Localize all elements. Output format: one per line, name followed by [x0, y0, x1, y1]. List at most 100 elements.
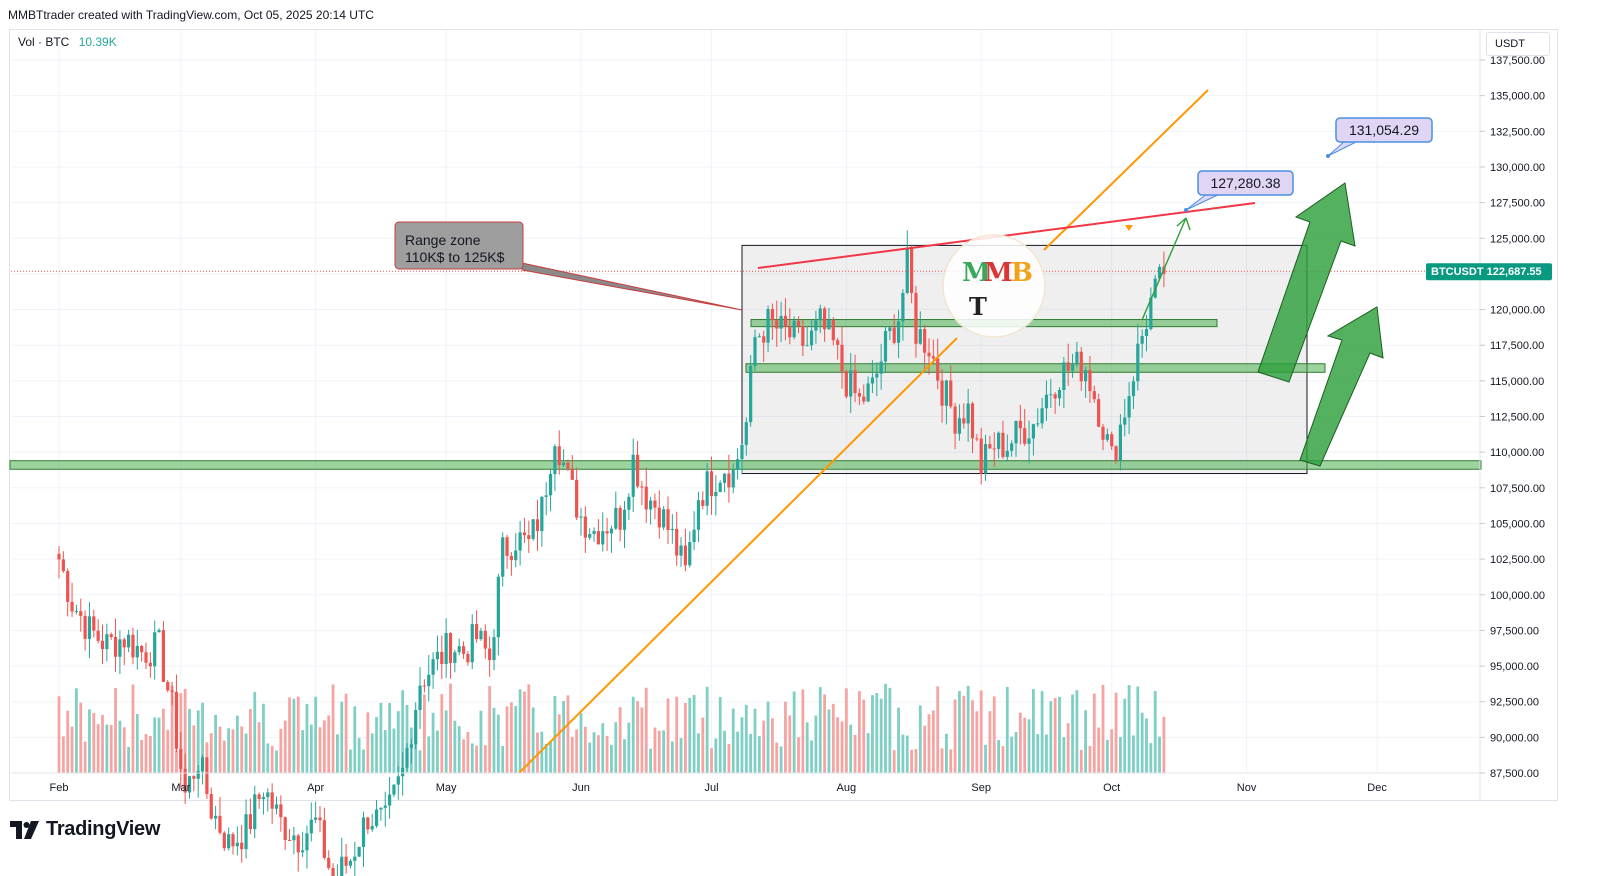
candle-body	[635, 454, 640, 487]
trendline-extension	[1043, 89, 1209, 251]
candle-body	[1027, 438, 1031, 444]
volume-bar	[692, 694, 696, 773]
range-zone-line2: 110K$ to 125K$	[405, 249, 505, 265]
volume-bar	[475, 745, 478, 773]
volume-bar	[579, 713, 583, 773]
volume-bar	[462, 739, 465, 773]
volume-bar	[1045, 734, 1048, 773]
volume-bar	[844, 688, 848, 773]
candle-body	[1044, 394, 1049, 409]
candle-body	[274, 804, 279, 809]
volume-bar	[327, 715, 331, 773]
tradingview-logo[interactable]: TradingView	[10, 818, 160, 841]
volume-bar	[945, 733, 948, 773]
volume-bar	[936, 686, 940, 773]
time-tick-label: Jul	[704, 782, 718, 794]
candle-body	[292, 835, 296, 841]
candle-body	[353, 856, 357, 861]
last-price-label: BTCUSDT 122,687.55	[1431, 266, 1542, 278]
volume-bar	[249, 708, 252, 773]
candle-body	[583, 516, 587, 538]
price-axis: 137,500.00 135,000.00 132,500.00 130,000.00…	[1479, 30, 1545, 800]
volume-bar	[1001, 746, 1005, 773]
candle-body	[1049, 394, 1053, 396]
price-tick-label: 125,000.00	[1490, 233, 1545, 245]
candle-body	[96, 630, 100, 641]
candle-body	[805, 345, 809, 347]
candle-body	[174, 691, 179, 749]
volume-bar	[483, 745, 487, 773]
candle-body	[692, 529, 696, 543]
volume-bar	[536, 732, 539, 773]
candle-body	[814, 320, 818, 331]
candle-body	[1036, 423, 1040, 425]
candle-body	[923, 329, 927, 353]
candle-body	[696, 500, 701, 530]
candle-body	[1031, 424, 1035, 439]
volume-bar	[979, 690, 983, 773]
volume-bar	[901, 734, 905, 773]
volume-bar	[1088, 745, 1092, 773]
volume-bar	[57, 696, 61, 773]
candle-body	[488, 648, 492, 661]
volume-bar	[1049, 701, 1053, 773]
volume-bar	[823, 694, 826, 773]
candle-body	[279, 804, 283, 818]
candle-body	[466, 653, 470, 663]
candle-body	[261, 797, 266, 800]
volume-bar	[1149, 743, 1153, 773]
volume-bar	[888, 687, 892, 773]
candle-body	[975, 438, 979, 440]
candle-body	[205, 757, 209, 795]
candle-body	[540, 496, 544, 532]
time-tick-label: Mar	[171, 782, 190, 794]
volume-bar	[688, 697, 692, 773]
candle-body	[1092, 391, 1096, 400]
volume-bar	[684, 702, 687, 773]
candle-body	[1097, 399, 1101, 427]
volume-bar	[440, 694, 444, 773]
volume-bar	[444, 710, 448, 773]
volume-bar	[383, 730, 387, 773]
candle-body	[649, 500, 653, 510]
candle-body	[601, 531, 605, 545]
candle-body	[944, 380, 948, 406]
candle-body	[118, 639, 122, 657]
candle-body	[1062, 362, 1066, 391]
candle-body	[187, 776, 192, 793]
volume-bar	[644, 687, 648, 773]
currency-selector[interactable]: USDT	[1486, 32, 1550, 56]
candle-body	[401, 767, 405, 777]
volume-bar	[1114, 692, 1118, 773]
volume-bar	[1014, 732, 1018, 773]
candle-body	[862, 396, 866, 402]
price-tick-label: 137,500.00	[1490, 55, 1545, 67]
chart-grid	[11, 30, 1480, 774]
volume-bar	[222, 740, 226, 773]
volume-bar	[836, 717, 840, 773]
volume-bar	[283, 720, 287, 773]
target-callout-2-text: 131,054.29	[1349, 122, 1419, 138]
candle-body	[670, 528, 674, 531]
volume-bar	[288, 697, 291, 773]
projection-arrow-line	[1141, 217, 1187, 321]
volume-bar	[636, 701, 639, 773]
volume-bar	[240, 726, 244, 773]
volume-bar	[566, 695, 570, 773]
candle-body	[722, 473, 727, 483]
candle-body	[457, 646, 461, 653]
candle-body	[483, 630, 487, 649]
volume-bar	[723, 730, 726, 773]
volume-bar	[697, 733, 700, 773]
volume-legend-value: 10.39K	[78, 35, 117, 49]
volume-bar	[549, 741, 552, 773]
volume-bar	[866, 733, 870, 773]
volume-bar	[949, 749, 953, 773]
range-zone-line1: Range zone	[405, 232, 481, 248]
volume-bar	[183, 688, 187, 773]
volume-bar	[910, 749, 913, 773]
volume-bar	[862, 699, 866, 773]
volume-bar	[140, 739, 144, 773]
candle-body	[509, 555, 513, 561]
